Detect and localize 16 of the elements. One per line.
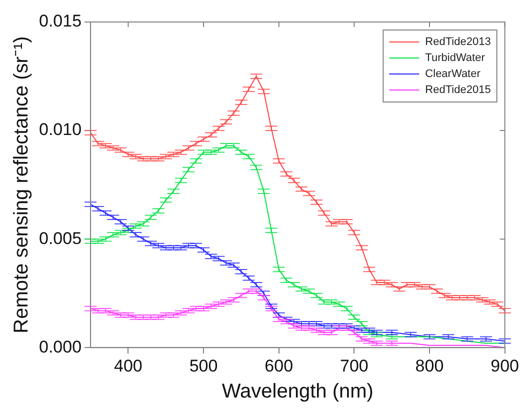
x-tick-label: 400 [114, 356, 142, 376]
x-tick-label: 900 [490, 356, 520, 376]
x-tick-label: 500 [189, 356, 218, 376]
legend-label: TurbidWater [425, 52, 486, 64]
y-tick-label: 0.015 [38, 12, 82, 31]
legend-label: RedTide2015 [425, 84, 491, 96]
legend-label: ClearWater [425, 68, 481, 80]
legend-label: RedTide2013 [425, 36, 491, 48]
y-tick-label: 0.010 [38, 120, 82, 140]
y-tick-label: 0.005 [38, 228, 82, 248]
x-tick-label: 600 [264, 356, 294, 376]
x-tick-label: 700 [340, 356, 368, 376]
y-tick-label: 0.000 [38, 337, 82, 356]
x-tick-label: 800 [415, 356, 444, 376]
y-axis-title: Remote sensing reflectance (sr⁻¹) [10, 36, 33, 334]
x-axis-title: Wavelength (nm) [222, 380, 374, 403]
